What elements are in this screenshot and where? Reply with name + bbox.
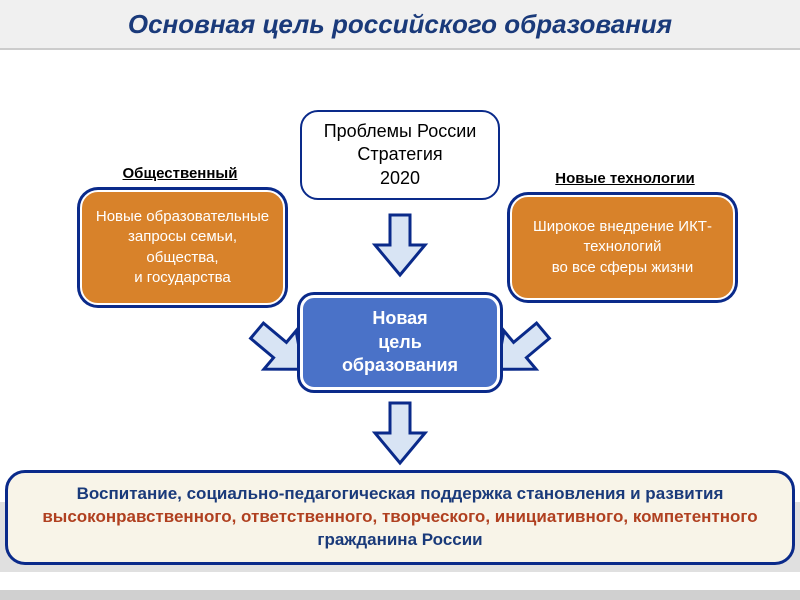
bottom-text-main: Воспитание, социально-педагогическая под… bbox=[77, 484, 724, 503]
node-top-text: Проблемы России Стратегия 2020 bbox=[324, 120, 477, 190]
node-left-contract: Новые образовательные запросы семьи, общ… bbox=[80, 190, 285, 305]
bottom-text-tail: гражданина России bbox=[317, 530, 482, 549]
page-title: Основная цель российского образования bbox=[128, 9, 672, 40]
node-right-tech: Широкое внедрение ИКТ-технологий во все … bbox=[510, 195, 735, 300]
label-right-text: Новые технологии bbox=[555, 170, 694, 187]
node-center-goal: Новая цель образования bbox=[300, 295, 500, 390]
bottom-text-accent: высоконравственного, ответственного, тво… bbox=[42, 507, 757, 526]
footer-line bbox=[0, 590, 800, 600]
arrow-down2-icon bbox=[370, 398, 430, 468]
node-bottom-result: Воспитание, социально-педагогическая под… bbox=[5, 470, 795, 565]
title-bar: Основная цель российского образования bbox=[0, 0, 800, 50]
node-left-text: Новые образовательные запросы семьи, общ… bbox=[90, 207, 275, 288]
node-right-text: Широкое внедрение ИКТ-технологий во все … bbox=[520, 217, 725, 278]
node-bottom-text: Воспитание, социально-педагогическая под… bbox=[16, 483, 784, 552]
arrow-down-icon bbox=[370, 210, 430, 280]
label-right: Новые технологии bbox=[535, 170, 715, 187]
node-top-problems: Проблемы России Стратегия 2020 bbox=[300, 110, 500, 200]
diagram-canvas: Проблемы России Стратегия 2020 Обществен… bbox=[0, 50, 800, 600]
node-center-text: Новая цель образования bbox=[342, 307, 458, 377]
